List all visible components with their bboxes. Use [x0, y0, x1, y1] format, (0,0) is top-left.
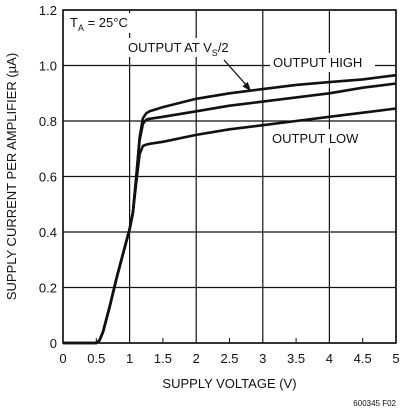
x-axis-label: SUPPLY VOLTAGE (V)	[162, 376, 296, 391]
series-line	[63, 82, 397, 345]
plot-frame	[62, 9, 397, 344]
y-tick-label: 0	[50, 336, 57, 351]
x-tick-label: 0	[59, 351, 66, 366]
annotation-arrow-head	[242, 81, 251, 91]
annotation-mid-main: OUTPUT AT V	[128, 40, 212, 55]
annotation-high-bg	[270, 53, 375, 72]
y-tick-labels: 0 0.2 0.4 0.6 0.8 1.0 1.2	[39, 3, 57, 351]
x-tick-label: 3	[259, 351, 266, 366]
y-tick-label: 1.0	[39, 59, 57, 74]
x-tick-label: 0.5	[87, 351, 105, 366]
condition-box	[66, 13, 144, 33]
annotation-mid-bg	[125, 38, 253, 57]
annotation-mid-rest: /2	[218, 40, 229, 55]
x-tick-label: 2.5	[220, 351, 238, 366]
annotation-arrow-line	[223, 59, 249, 88]
condition-label: TA = 25°C	[70, 15, 128, 33]
x-tick-label: 1.5	[154, 351, 172, 366]
y-tick-label: 0.6	[39, 170, 57, 185]
condition-rest: = 25°C	[84, 15, 128, 30]
x-tick-label: 5	[392, 351, 399, 366]
y-tick-label: 1.2	[39, 3, 57, 18]
figure-id: 600345 F02	[353, 399, 396, 408]
y-tick-label: 0.8	[39, 114, 57, 129]
annotation-output-high: OUTPUT HIGH	[273, 55, 362, 70]
x-tick-label: 2	[193, 351, 200, 366]
x-tick-label: 3.5	[287, 351, 305, 366]
y-tick-label: 0.2	[39, 281, 57, 296]
annotation-output-low: OUTPUT LOW	[272, 131, 359, 146]
condition-subscript: A	[78, 23, 84, 33]
series-line	[63, 107, 397, 345]
y-tick-label: 0.4	[39, 225, 57, 240]
series-lines	[63, 73, 397, 345]
x-tick-label: 4.5	[354, 351, 372, 366]
annotation-output-mid: OUTPUT AT VS/2	[128, 40, 229, 58]
x-tick-labels: 0 0.5 1 1.5 2 2.5 3 3.5 4 4.5 5	[59, 351, 399, 366]
annotation-mid-subscript: S	[212, 48, 218, 58]
annotation-low-bg	[269, 129, 371, 148]
x-tick-label: 4	[326, 351, 333, 366]
y-axis-label: SUPPLY CURRENT PER AMPLIFIER (µA)	[4, 53, 19, 300]
x-tick-label: 1	[126, 351, 133, 366]
condition-main: T	[70, 15, 78, 30]
